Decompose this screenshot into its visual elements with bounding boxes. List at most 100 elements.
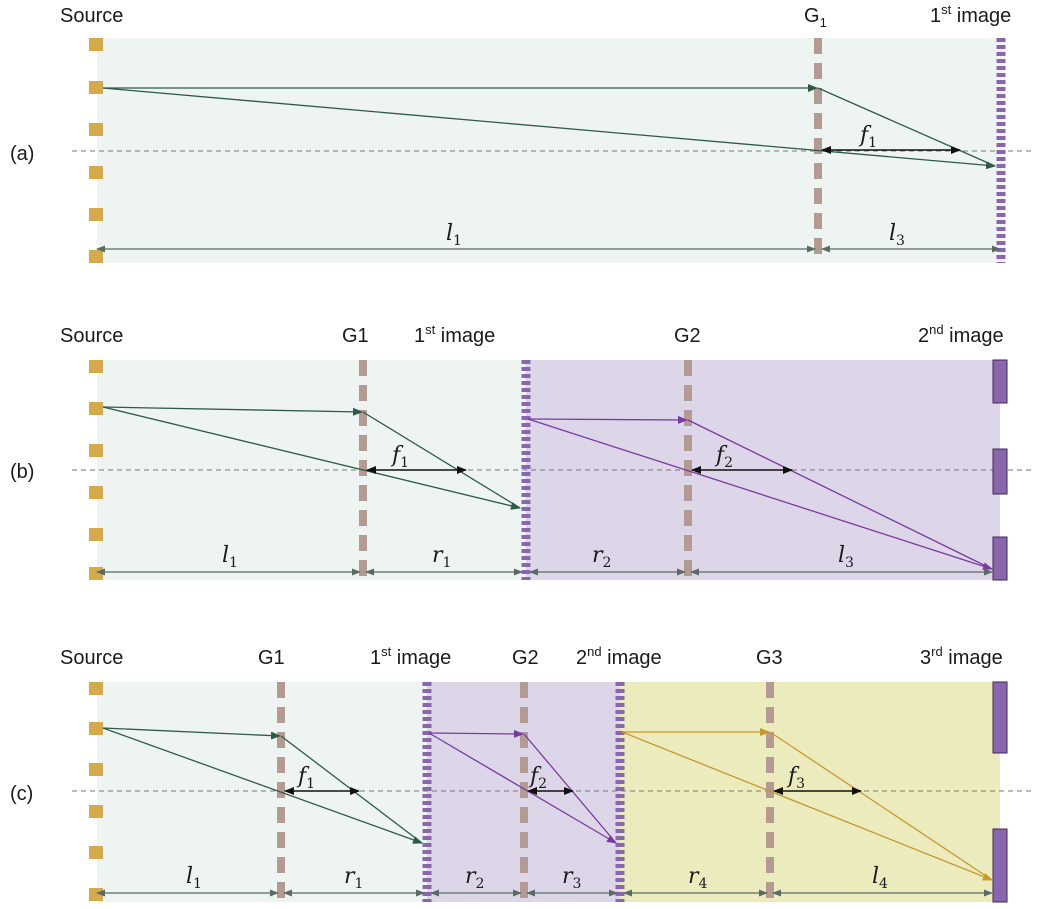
svg-text:r1: r1: [432, 543, 451, 571]
image-label-number: 1: [930, 5, 941, 27]
distance-subscript: 3: [896, 233, 905, 249]
grating-label-g1: G1: [342, 325, 369, 347]
panel-b: Source G1 1st image G2 2nd image (b) f1 …: [10, 322, 1032, 581]
svg-text:l3: l3: [889, 221, 905, 249]
distance-label-r3: r: [562, 864, 574, 889]
svg-text:G2: G2: [512, 647, 539, 669]
image-plane-2: [992, 359, 1008, 581]
grating-label-g1: G1: [258, 647, 285, 669]
ray: [428, 729, 524, 738]
svg-text:l4: l4: [872, 864, 888, 892]
source-label: Source: [60, 325, 123, 347]
svg-text:Source: Source: [60, 647, 123, 669]
ray: [102, 727, 281, 740]
distance-label-l3: l: [838, 543, 845, 568]
focal-length-subscript: 1: [868, 135, 877, 151]
distance-label-r2: r: [465, 864, 477, 889]
svg-text:2nd image: 2nd image: [918, 322, 1004, 347]
svg-text:Source: Source: [60, 5, 123, 27]
focal-length-subscript: 2: [538, 776, 547, 792]
svg-text:r3: r3: [562, 864, 581, 892]
image-label-word: image: [943, 647, 1003, 669]
distance-label-l1: l: [446, 221, 453, 246]
ray: [362, 411, 521, 509]
distance-label-l3: l: [889, 221, 896, 246]
distance-subscript: 1: [355, 876, 364, 892]
focal-length-subscript: 3: [796, 776, 805, 792]
background-region-green: [97, 682, 427, 902]
svg-text:G1: G1: [258, 647, 285, 669]
svg-text:G3: G3: [756, 647, 783, 669]
svg-text:r2: r2: [592, 543, 611, 571]
svg-text:1st image: 1st image: [370, 644, 451, 669]
ray: [769, 731, 993, 881]
svg-text:G2: G2: [674, 325, 701, 347]
distance-subscript: 1: [453, 233, 462, 249]
image-label-word: image: [435, 325, 495, 347]
ray: [687, 419, 993, 570]
background-region-yellow: [620, 682, 1000, 902]
image-label-superscript: st: [381, 644, 392, 659]
ray: [428, 732, 617, 844]
svg-text:G1: G1: [804, 5, 827, 30]
svg-text:r2: r2: [465, 864, 484, 892]
source-label: Source: [60, 5, 123, 27]
image-label-number: 1: [370, 647, 381, 669]
svg-text:l1: l1: [186, 864, 202, 892]
focal-length-subscript: 1: [400, 455, 409, 471]
distance-subscript: 2: [476, 876, 485, 892]
panel-label-c: (c): [10, 783, 33, 805]
image-label-number: 1: [414, 325, 425, 347]
image-plane-3: [992, 681, 1008, 903]
ray: [621, 731, 993, 881]
distance-subscript: 2: [603, 555, 612, 571]
image-label-superscript: nd: [929, 322, 943, 337]
image-label-superscript: nd: [587, 644, 601, 659]
ray: [817, 87, 996, 167]
focal-length-subscript: 2: [724, 455, 733, 471]
distance-subscript: 1: [443, 555, 452, 571]
distance-subscript: 3: [573, 876, 582, 892]
focal-length-subscript: 1: [306, 776, 315, 792]
grating-label-g2: G2: [674, 325, 701, 347]
svg-text:2nd image: 2nd image: [576, 644, 662, 669]
distance-label-l1: l: [186, 864, 193, 889]
distance-subscript: 3: [845, 555, 854, 571]
distance-label-r2: r: [592, 543, 604, 568]
image-label-word: image: [391, 647, 451, 669]
image-label-word: image: [944, 325, 1004, 347]
ray: [527, 415, 688, 424]
distance-label-r4: r: [688, 864, 700, 889]
distance-subscript: 1: [193, 876, 202, 892]
image-label-number: 3: [920, 647, 931, 669]
grating-label-g2: G2: [512, 647, 539, 669]
distance-label-l1: l: [222, 543, 229, 568]
grating-label-g3: G3: [756, 647, 783, 669]
svg-text:l1: l1: [222, 543, 238, 571]
svg-text:r4: r4: [688, 864, 708, 892]
image-label-number: 2: [918, 325, 929, 347]
panel-c: Source G1 1st image G2 2nd image G3 3rd …: [10, 644, 1032, 903]
svg-text:Source: Source: [60, 325, 123, 347]
distance-label-r1: r: [432, 543, 444, 568]
distance-label-l4: l: [872, 864, 879, 889]
svg-text:l1: l1: [446, 221, 462, 249]
image-label-word: image: [951, 5, 1011, 27]
image-label-number: 2: [576, 647, 587, 669]
grating-label-subscript: 1: [820, 15, 827, 30]
panel-label-a: (a): [10, 143, 34, 165]
svg-text:3rd image: 3rd image: [920, 644, 1003, 669]
image-label-superscript: st: [941, 2, 952, 17]
panel-a: Source G1 1st image (a) f1 l1 l3: [10, 2, 1032, 263]
distance-subscript: 1: [229, 555, 238, 571]
ray: [102, 406, 521, 510]
panel-label-b: (b): [10, 461, 34, 483]
svg-text:l3: l3: [838, 543, 854, 571]
svg-text:1st image: 1st image: [414, 322, 495, 347]
image-label-superscript: rd: [931, 644, 943, 659]
svg-text:G1: G1: [342, 325, 369, 347]
source-grating: [89, 38, 103, 263]
image-label-superscript: st: [425, 322, 436, 337]
ray: [527, 418, 993, 571]
